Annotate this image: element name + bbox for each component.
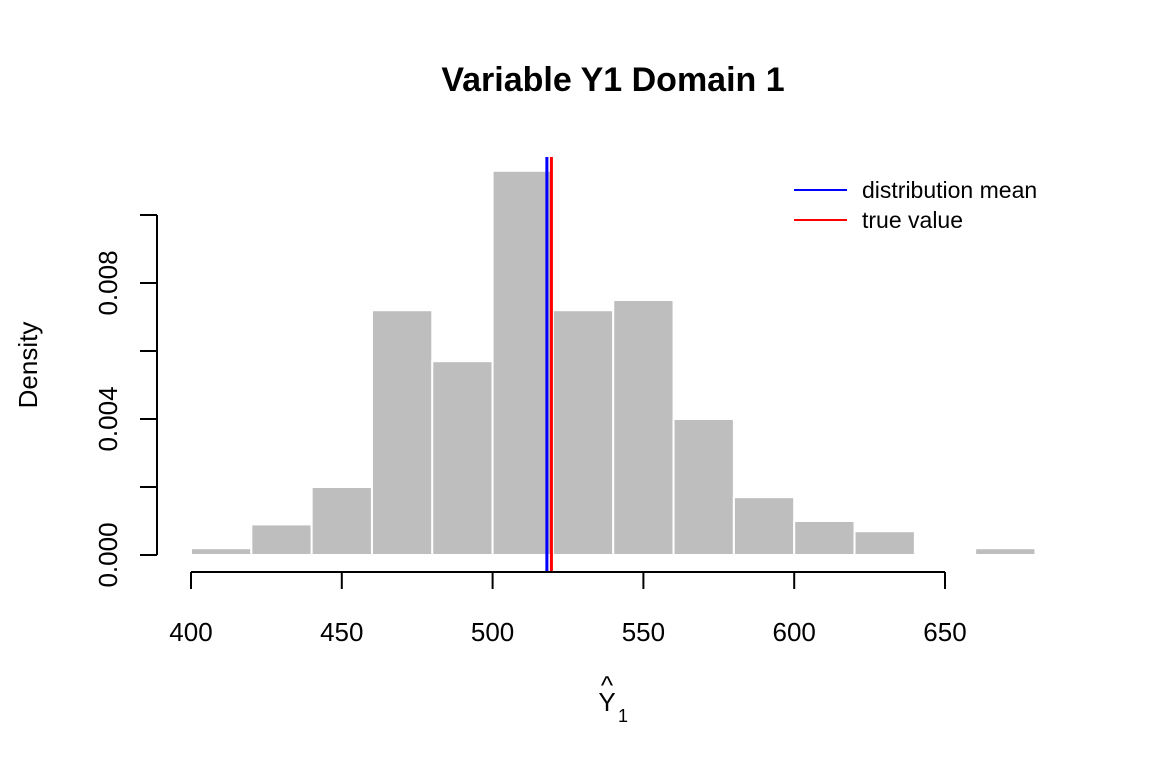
histogram-bar-580 (732, 496, 796, 557)
x-axis-label-subscript: 1 (618, 706, 628, 726)
histogram-bar-460 (370, 309, 434, 557)
x-tick-label-500: 500 (471, 617, 514, 647)
y-tick-label-4: 0.008 (93, 250, 123, 315)
histogram-bars (190, 169, 1037, 557)
y-tick-label-0: 0.000 (93, 522, 123, 587)
histogram-bar-660 (974, 547, 1037, 557)
y-axis-label-group: Density (13, 322, 43, 409)
x-axis-label-hat: ^ (601, 670, 614, 700)
legend-label-distribution-mean: distribution mean (862, 177, 1037, 203)
histogram-bar-600 (793, 520, 856, 556)
histogram-bar-400 (190, 547, 253, 557)
histogram-bar-560 (672, 418, 735, 556)
chart-title: Variable Y1 Domain 1 (441, 61, 784, 99)
x-axis-label: Y (598, 687, 615, 717)
histogram-bar-440 (310, 486, 373, 556)
y-axis: 0.000 0.004 0.008 (93, 214, 158, 588)
x-axis: 400 450 500 550 600 650 (169, 571, 967, 647)
y-axis-label: Density (13, 322, 43, 409)
histogram-bar-520 (551, 309, 615, 557)
histogram-bar-620 (853, 530, 916, 557)
x-tick-label-600: 600 (773, 617, 816, 647)
x-tick-label-400: 400 (169, 617, 212, 647)
x-axis-label-group: ^ Y 1 (598, 670, 628, 726)
histogram-bar-480 (431, 360, 494, 557)
histogram-bar-540 (612, 299, 675, 556)
histogram-bar-420 (250, 523, 313, 557)
x-tick-label-650: 650 (923, 617, 966, 647)
legend: distribution mean true value (794, 177, 1037, 233)
x-tick-label-450: 450 (320, 617, 363, 647)
histogram-bar-500 (491, 169, 554, 557)
y-tick-label-2: 0.004 (93, 386, 123, 451)
legend-label-true-value: true value (862, 207, 963, 233)
x-tick-label-550: 550 (622, 617, 665, 647)
